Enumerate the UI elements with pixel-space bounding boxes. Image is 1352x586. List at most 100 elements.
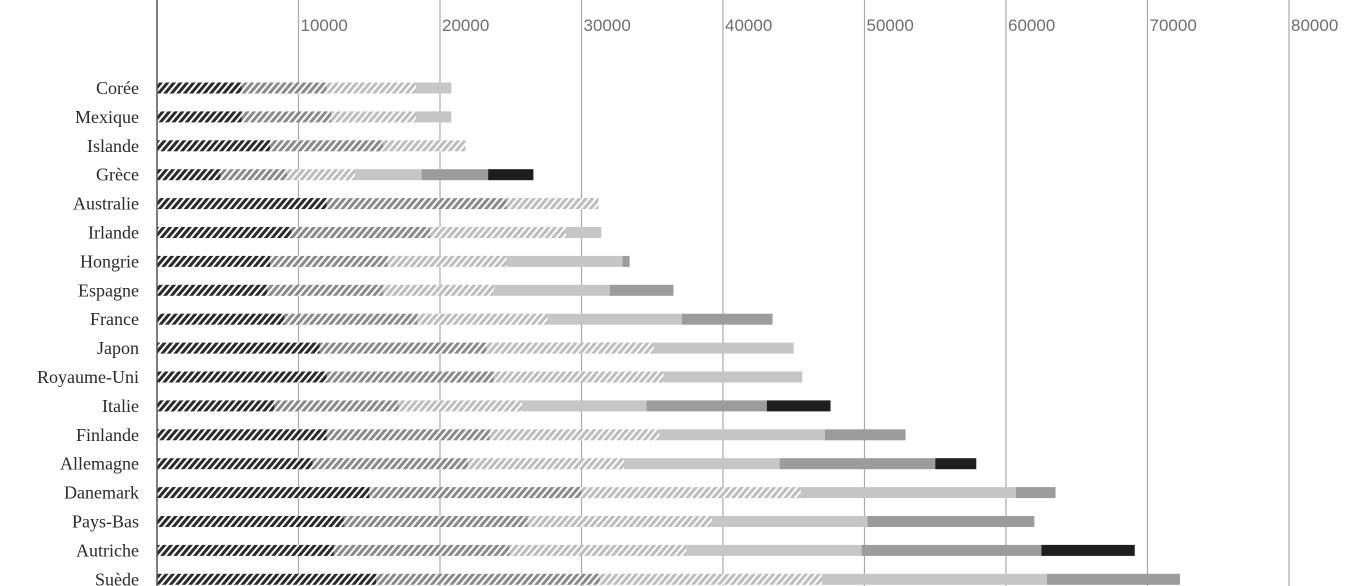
bar-segment-series-2 bbox=[241, 82, 327, 94]
bar-segment-series-6 bbox=[488, 169, 534, 181]
x-tick-label: 80000 bbox=[1291, 16, 1338, 35]
bar-segment-series-5 bbox=[1015, 487, 1056, 499]
bar-segment-series-5 bbox=[421, 169, 489, 181]
bar-segment-series-2 bbox=[369, 487, 582, 499]
bar-segment-series-1 bbox=[157, 544, 334, 556]
bar-segment-series-1 bbox=[157, 198, 327, 210]
bar-segment-series-2 bbox=[284, 313, 418, 325]
bar-segment-series-3 bbox=[509, 544, 687, 556]
bars bbox=[157, 82, 1181, 585]
bar-segment-series-3 bbox=[581, 487, 801, 499]
bar-segment-series-1 bbox=[157, 111, 242, 123]
bar-segment-series-3 bbox=[493, 371, 664, 383]
category-labels: Corée Mexique Islande Grèce Australie Irlande… bbox=[37, 78, 139, 586]
bar-segment-series-1 bbox=[157, 227, 292, 238]
bar-segment-series-2 bbox=[270, 255, 388, 267]
bar-segment-series-3 bbox=[430, 227, 566, 238]
bar-segment-series-3 bbox=[506, 198, 599, 210]
category-label: Suède bbox=[95, 569, 139, 586]
bar-segment-series-1 bbox=[157, 429, 327, 441]
x-tick-label: 40000 bbox=[725, 16, 772, 35]
bar-segment-series-1 bbox=[157, 82, 242, 94]
category-label: France bbox=[90, 309, 139, 329]
category-label: Hongrie bbox=[80, 251, 139, 271]
category-label: Corée bbox=[96, 78, 139, 98]
category-label: Pays-Bas bbox=[72, 512, 139, 532]
bar-segment-series-4 bbox=[565, 227, 602, 238]
bar-segment-series-3 bbox=[527, 516, 712, 527]
category-label: Islande bbox=[87, 136, 139, 156]
bar-segment-series-3 bbox=[398, 400, 523, 412]
bar-segment-series-2 bbox=[220, 169, 288, 181]
bar-segment-series-4 bbox=[547, 313, 682, 325]
bar-segment-series-5 bbox=[867, 516, 1035, 527]
bar-segment-series-1 bbox=[157, 458, 313, 470]
x-tick-label: 70000 bbox=[1150, 16, 1197, 35]
bar-segment-series-1 bbox=[157, 255, 271, 267]
bar-segment-series-4 bbox=[493, 284, 610, 296]
bar-segment-series-4 bbox=[659, 429, 825, 441]
bar-segment-series-2 bbox=[312, 458, 469, 470]
category-label: Autriche bbox=[76, 540, 139, 560]
category-label: Finlande bbox=[76, 425, 139, 445]
bar-segment-series-1 bbox=[157, 140, 271, 152]
bar-segment-series-2 bbox=[241, 111, 332, 123]
bar-segment-series-3 bbox=[486, 342, 654, 354]
bar-segment-series-4 bbox=[822, 573, 1048, 585]
x-tick-label: 10000 bbox=[301, 16, 348, 35]
bar-segment-series-5 bbox=[1047, 573, 1181, 585]
bar-segment-series-3 bbox=[383, 284, 494, 296]
category-label: Grèce bbox=[96, 165, 139, 185]
bar-segment-series-5 bbox=[681, 313, 773, 325]
bar-segment-series-3 bbox=[468, 458, 624, 470]
bar-segment-series-1 bbox=[157, 516, 344, 527]
bar-segment-series-5 bbox=[622, 255, 630, 267]
bar-segment-series-4 bbox=[800, 487, 1016, 499]
category-label: Australie bbox=[73, 194, 139, 214]
bar-segment-series-4 bbox=[522, 400, 647, 412]
bar-segment-series-6 bbox=[766, 400, 831, 412]
bar-segment-series-2 bbox=[343, 516, 528, 527]
bar-segment-series-4 bbox=[711, 516, 868, 527]
bar-segment-series-2 bbox=[333, 544, 510, 556]
bar-segment-series-5 bbox=[609, 284, 674, 296]
bar-segment-series-2 bbox=[326, 198, 507, 210]
bar-segment-series-5 bbox=[646, 400, 767, 412]
category-label: Danemark bbox=[64, 483, 139, 503]
bar-segment-series-2 bbox=[326, 429, 490, 441]
bar-segment-series-5 bbox=[824, 429, 906, 441]
bar-segment-series-1 bbox=[157, 169, 221, 181]
bar-segment-series-3 bbox=[387, 255, 507, 267]
bar-segment-series-2 bbox=[270, 140, 384, 152]
bar-segment-series-1 bbox=[157, 342, 320, 354]
bar-segment-series-4 bbox=[506, 255, 623, 267]
category-label: Espagne bbox=[78, 280, 139, 300]
x-tick-label: 20000 bbox=[442, 16, 489, 35]
bar-segment-series-3 bbox=[599, 573, 823, 585]
bar-segment-series-2 bbox=[319, 342, 487, 354]
bar-segment-series-1 bbox=[157, 400, 275, 412]
bar-segment-series-3 bbox=[417, 313, 548, 325]
category-label: Irlande bbox=[88, 223, 139, 243]
bar-segment-series-6 bbox=[935, 458, 977, 470]
bar-segment-series-2 bbox=[326, 371, 494, 383]
category-label: Allemagne bbox=[60, 454, 139, 474]
bar-segment-series-4 bbox=[415, 111, 452, 123]
bar-segment-series-4 bbox=[686, 544, 862, 556]
bar-segment-series-5 bbox=[779, 458, 936, 470]
bar-segment-series-4 bbox=[663, 371, 803, 383]
bar-segment-series-1 bbox=[157, 284, 268, 296]
x-tick-labels: 10000 20000 30000 40000 50000 60000 70000 80000 bbox=[301, 16, 1339, 35]
bar-segment-series-4 bbox=[653, 342, 794, 354]
bar-segment-series-3 bbox=[326, 82, 416, 94]
bar-segment-series-4 bbox=[623, 458, 780, 470]
bar-segment-series-1 bbox=[157, 573, 377, 585]
bar-segment-series-2 bbox=[291, 227, 431, 238]
category-label: Japon bbox=[97, 338, 139, 358]
bar-segment-series-5 bbox=[861, 544, 1042, 556]
category-label: Mexique bbox=[75, 107, 139, 127]
category-label: Italie bbox=[102, 396, 139, 416]
category-label: Royaume-Uni bbox=[37, 367, 139, 387]
x-tick-label: 50000 bbox=[867, 16, 914, 35]
